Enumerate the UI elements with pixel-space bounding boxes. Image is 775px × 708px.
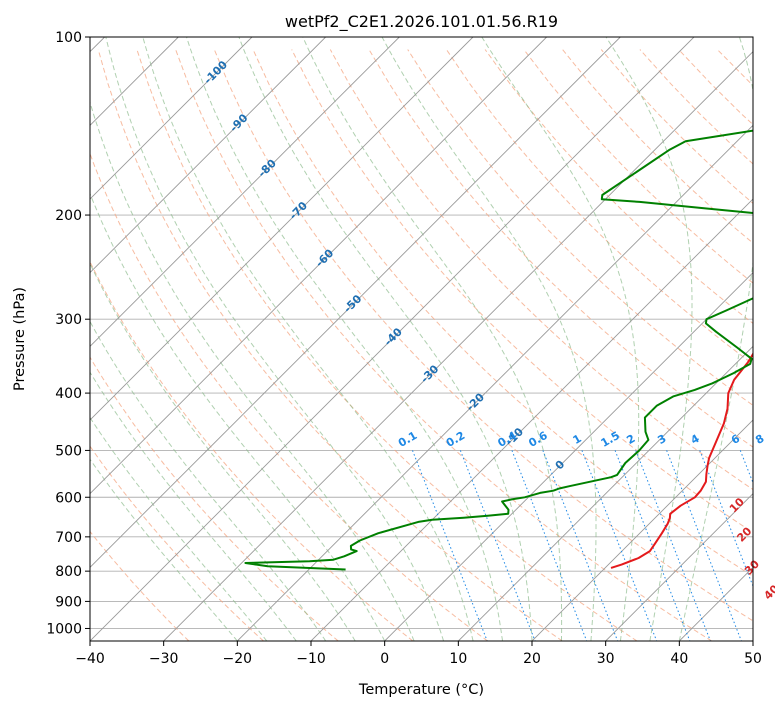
dry-adiabat bbox=[90, 530, 190, 641]
isotherm bbox=[90, 37, 695, 641]
y-tick-label: 100 bbox=[55, 30, 82, 46]
dry-adiabat bbox=[90, 445, 264, 641]
y-tick-label: 600 bbox=[55, 490, 82, 506]
moist-adiabat bbox=[302, 37, 563, 641]
plot-area bbox=[90, 37, 753, 641]
isotherm bbox=[163, 51, 753, 641]
dry-adiabat bbox=[97, 49, 563, 641]
moist-adiabat bbox=[238, 37, 533, 641]
x-tick-label: 0 bbox=[380, 651, 389, 667]
moist-adiabat bbox=[90, 192, 386, 641]
isotherm bbox=[752, 640, 753, 641]
dewpoint-profile-line bbox=[244, 129, 753, 571]
x-tick-label: −20 bbox=[223, 651, 253, 667]
moist-adiabat bbox=[90, 458, 238, 641]
temperature-profile-line bbox=[610, 352, 753, 569]
dry-adiabat-label: 40 bbox=[761, 582, 775, 602]
moist-adiabat bbox=[186, 37, 503, 641]
isotherm bbox=[605, 493, 753, 641]
y-tick-label: 200 bbox=[55, 208, 82, 224]
y-tick-label: 400 bbox=[55, 386, 82, 402]
dry-adiabat bbox=[291, 49, 753, 534]
dry-adiabat bbox=[252, 49, 753, 577]
moist-adiabat bbox=[90, 262, 356, 641]
axis-layer: −40 −30 −20 −10 0 10 20 30 40 50 100 200 300 400 500 60… bbox=[46, 30, 762, 667]
isotherm bbox=[90, 37, 474, 421]
dry-adiabat bbox=[756, 50, 775, 642]
isotherm bbox=[458, 345, 753, 641]
x-tick-label: −10 bbox=[296, 651, 326, 667]
x-tick-label: 20 bbox=[523, 651, 541, 667]
mixing-ratio-label: 8 bbox=[753, 432, 766, 447]
isotherm bbox=[310, 198, 753, 641]
y-tick-label: 500 bbox=[55, 443, 82, 459]
dry-adiabat bbox=[90, 356, 339, 641]
x-axis-title: Temperature (°C) bbox=[358, 682, 484, 698]
x-tick-label: 50 bbox=[744, 651, 762, 667]
plot-frame bbox=[89, 36, 754, 642]
isotherm bbox=[90, 37, 400, 347]
isotherm bbox=[90, 37, 253, 200]
isotherm bbox=[90, 37, 326, 274]
x-tick-label: 30 bbox=[597, 651, 615, 667]
moist-adiabat bbox=[105, 37, 445, 641]
isotherm bbox=[237, 124, 753, 641]
dry-adiabat bbox=[136, 49, 638, 641]
y-axis-title: Pressure (hPa) bbox=[12, 287, 28, 391]
isotherm bbox=[384, 272, 753, 641]
moist-adiabat bbox=[481, 37, 640, 641]
y-tick-label: 800 bbox=[55, 564, 82, 580]
chart-title: wetPf2_C2E1.2026.101.01.56.R19 bbox=[285, 12, 558, 32]
isotherm bbox=[90, 37, 621, 568]
x-tick-label: 40 bbox=[670, 651, 688, 667]
dry-adiabat bbox=[445, 49, 753, 365]
dry-adiabat bbox=[90, 260, 414, 641]
mixing-ratio-line bbox=[765, 450, 775, 641]
y-tick-label: 300 bbox=[55, 312, 82, 328]
y-tick-label: 900 bbox=[55, 594, 82, 610]
x-tick-label: 10 bbox=[449, 651, 467, 667]
isotherm bbox=[531, 419, 753, 641]
moist-adiabat bbox=[381, 37, 597, 641]
moist-adiabat bbox=[605, 37, 693, 641]
x-tick-label: −30 bbox=[149, 651, 179, 667]
moist-adiabat bbox=[142, 37, 474, 641]
dry-adiabat bbox=[368, 49, 753, 448]
isotherm bbox=[90, 37, 547, 495]
moist-adiabat bbox=[90, 416, 268, 641]
series-layer bbox=[244, 129, 753, 571]
moist-adiabat bbox=[90, 320, 327, 641]
x-tick-label: −40 bbox=[75, 651, 105, 667]
y-tick-label: 1000 bbox=[46, 621, 82, 637]
moist-adiabat bbox=[678, 37, 753, 641]
y-tick-label: 700 bbox=[55, 530, 82, 546]
